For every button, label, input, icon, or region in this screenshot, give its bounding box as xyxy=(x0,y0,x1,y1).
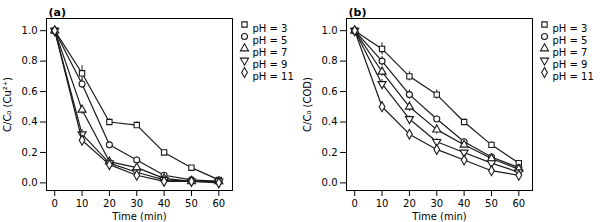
svg-text:10: 10 xyxy=(376,198,389,209)
svg-text:Time (min): Time (min) xyxy=(411,211,466,222)
svg-text:0.0: 0.0 xyxy=(22,177,38,188)
svg-text:20: 20 xyxy=(103,198,116,209)
svg-text:0.8: 0.8 xyxy=(22,55,38,66)
svg-text:60: 60 xyxy=(212,198,225,209)
svg-text:0: 0 xyxy=(52,198,58,209)
svg-text:pH = 3: pH = 3 xyxy=(553,23,588,34)
svg-text:pH = 5: pH = 5 xyxy=(253,35,288,46)
svg-text:1.0: 1.0 xyxy=(322,25,338,36)
svg-text:pH = 11: pH = 11 xyxy=(253,71,294,82)
svg-text:0.2: 0.2 xyxy=(22,147,38,158)
svg-text:0.0: 0.0 xyxy=(322,177,338,188)
svg-text:pH = 7: pH = 7 xyxy=(253,47,288,58)
svg-text:C/C₀ (Cu²⁺): C/C₀ (Cu²⁺) xyxy=(2,77,13,132)
svg-text:pH = 5: pH = 5 xyxy=(553,35,588,46)
svg-text:pH = 9: pH = 9 xyxy=(553,59,588,70)
svg-text:30: 30 xyxy=(430,198,443,209)
svg-text:pH = 7: pH = 7 xyxy=(553,47,588,58)
svg-text:0.2: 0.2 xyxy=(322,147,338,158)
svg-text:60: 60 xyxy=(512,198,525,209)
svg-text:30: 30 xyxy=(130,198,143,209)
svg-text:0: 0 xyxy=(352,198,358,209)
svg-text:(b): (b) xyxy=(349,6,367,19)
svg-text:50: 50 xyxy=(485,198,498,209)
svg-text:0.6: 0.6 xyxy=(322,86,338,97)
svg-text:pH = 11: pH = 11 xyxy=(553,71,594,82)
svg-text:10: 10 xyxy=(76,198,89,209)
svg-text:0.4: 0.4 xyxy=(322,116,338,127)
svg-text:(a): (a) xyxy=(49,6,66,19)
svg-text:20: 20 xyxy=(403,198,416,209)
svg-text:C/C₀ (COD): C/C₀ (COD) xyxy=(302,77,313,132)
svg-text:40: 40 xyxy=(458,198,471,209)
svg-text:pH = 9: pH = 9 xyxy=(253,59,288,70)
svg-text:50: 50 xyxy=(185,198,198,209)
svg-text:0.8: 0.8 xyxy=(322,55,338,66)
svg-text:1.0: 1.0 xyxy=(22,25,38,36)
svg-text:0.6: 0.6 xyxy=(22,86,38,97)
svg-text:40: 40 xyxy=(158,198,171,209)
svg-text:0.4: 0.4 xyxy=(22,116,38,127)
svg-text:Time (min): Time (min) xyxy=(111,211,166,222)
svg-text:pH = 3: pH = 3 xyxy=(253,23,288,34)
